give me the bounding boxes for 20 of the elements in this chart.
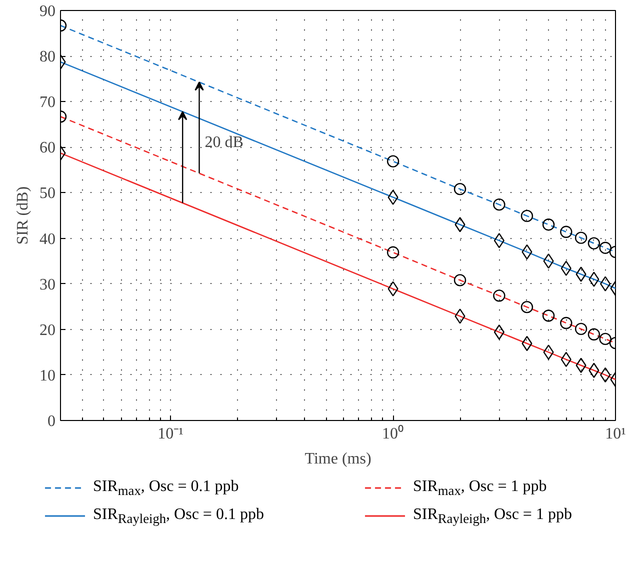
y-tick-label: 80	[40, 48, 56, 66]
x-tick-label: 10⁰	[382, 424, 404, 442]
y-tick-label: 0	[48, 413, 56, 430]
annotation: 20 dB	[204, 134, 244, 151]
x-tick-label: 10¹	[605, 426, 626, 442]
y-tick-label: 30	[40, 276, 56, 294]
legend-label: SIR$_{max}$, Osc = 0.1 ppb	[93, 477, 239, 500]
y-tick-label: 70	[40, 94, 56, 112]
y-tick-label: 10	[40, 367, 56, 384]
y-tick-label: 60	[40, 140, 56, 157]
y-tick-label: 40	[40, 230, 56, 248]
x-tick-label: 10⁻¹	[158, 426, 184, 442]
legend-label: SIR$_{Rayleigh}$, Osc = 1 ppb	[413, 505, 572, 528]
legend-label: SIR$_{Rayleigh}$, Osc = 0.1 ppb	[93, 505, 264, 528]
legend-label: SIR$_{max}$, Osc = 1 ppb	[413, 477, 547, 500]
x-axis-title: Time (ms)	[304, 450, 372, 468]
y-tick-label: 50	[40, 185, 56, 202]
y-axis-title: SIR (dB)	[14, 186, 32, 245]
y-tick-label: 20	[40, 322, 56, 339]
y-tick-label: 90	[40, 3, 56, 20]
